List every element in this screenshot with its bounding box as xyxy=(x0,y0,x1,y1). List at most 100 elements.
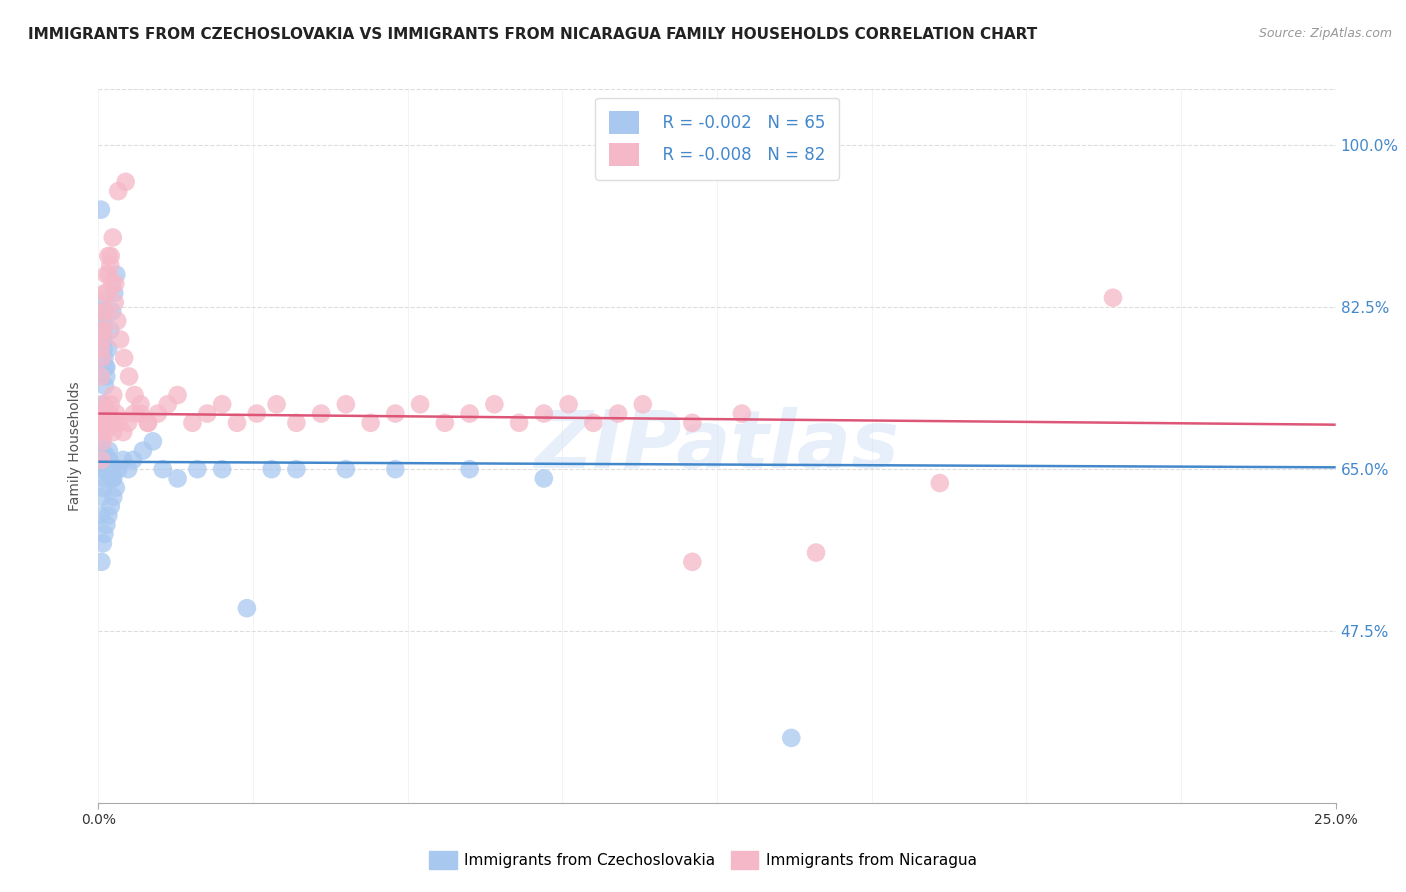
Point xyxy=(91,443,114,458)
Point xyxy=(129,407,152,421)
Point xyxy=(360,416,382,430)
Point xyxy=(93,458,115,472)
Point xyxy=(90,453,112,467)
Point xyxy=(433,416,456,430)
Point xyxy=(105,407,128,421)
Point xyxy=(533,407,555,421)
Point xyxy=(103,286,125,301)
Point xyxy=(103,425,125,439)
Point xyxy=(93,425,115,439)
Point xyxy=(94,448,117,462)
Point xyxy=(122,453,145,467)
Point xyxy=(90,462,112,476)
Point xyxy=(335,397,357,411)
Point xyxy=(780,731,803,745)
Point xyxy=(195,407,218,421)
Point xyxy=(96,453,118,467)
Point xyxy=(142,434,165,449)
Point xyxy=(103,388,125,402)
Point xyxy=(533,471,555,485)
Point xyxy=(384,407,406,421)
Point xyxy=(108,416,131,430)
Point xyxy=(97,420,120,434)
Point xyxy=(91,434,114,449)
Point xyxy=(91,314,114,328)
Point xyxy=(100,500,122,514)
Y-axis label: Family Households: Family Households xyxy=(69,381,83,511)
Point xyxy=(557,397,579,411)
Point xyxy=(98,323,121,337)
Point xyxy=(104,295,127,310)
Point xyxy=(91,416,114,430)
Point xyxy=(93,304,115,318)
Point xyxy=(94,286,117,301)
Point xyxy=(96,369,118,384)
Point xyxy=(96,360,118,375)
Point xyxy=(97,249,120,263)
Point xyxy=(98,258,121,272)
Point xyxy=(266,397,288,411)
Point xyxy=(93,342,115,356)
Point xyxy=(335,462,357,476)
Point xyxy=(136,416,159,430)
Point xyxy=(103,471,125,485)
Point xyxy=(93,351,115,365)
Point xyxy=(107,184,129,198)
Point xyxy=(100,397,122,411)
Point xyxy=(928,476,950,491)
Point xyxy=(112,425,135,439)
Point xyxy=(90,555,112,569)
Point xyxy=(409,397,432,411)
Point xyxy=(94,378,117,392)
Point xyxy=(246,407,269,421)
Point xyxy=(98,407,121,421)
Point xyxy=(166,471,188,485)
Point xyxy=(117,416,139,430)
Point xyxy=(97,268,120,282)
Text: Source: ZipAtlas.com: Source: ZipAtlas.com xyxy=(1258,27,1392,40)
Point xyxy=(90,490,112,504)
Point xyxy=(94,304,117,318)
Point xyxy=(93,471,115,485)
Point xyxy=(260,462,283,476)
Point xyxy=(100,411,122,425)
Point xyxy=(1102,291,1125,305)
Point xyxy=(607,407,630,421)
Point xyxy=(90,434,112,449)
Point xyxy=(112,351,135,365)
Point xyxy=(91,536,114,550)
Point xyxy=(101,471,124,485)
Point xyxy=(91,481,114,495)
Point xyxy=(132,443,155,458)
Point xyxy=(96,268,118,282)
Point xyxy=(484,397,506,411)
Point xyxy=(96,416,118,430)
Point xyxy=(146,407,169,421)
Point xyxy=(731,407,754,421)
Point xyxy=(129,397,152,411)
Point xyxy=(100,249,122,263)
Point xyxy=(93,397,115,411)
Point xyxy=(97,407,120,421)
Point xyxy=(90,304,112,318)
Point xyxy=(211,462,233,476)
Point xyxy=(285,462,308,476)
Legend: Immigrants from Czechoslovakia, Immigrants from Nicaragua: Immigrants from Czechoslovakia, Immigran… xyxy=(423,845,983,875)
Point xyxy=(90,351,112,365)
Point xyxy=(236,601,259,615)
Point xyxy=(91,397,114,411)
Point xyxy=(96,286,118,301)
Point xyxy=(631,397,654,411)
Point xyxy=(105,314,128,328)
Point xyxy=(97,467,120,481)
Point xyxy=(122,407,145,421)
Point xyxy=(103,490,125,504)
Point xyxy=(582,416,605,430)
Point xyxy=(94,462,117,476)
Point xyxy=(458,407,481,421)
Point xyxy=(108,333,131,347)
Point xyxy=(97,508,120,523)
Point xyxy=(96,517,118,532)
Point xyxy=(186,462,208,476)
Point xyxy=(101,277,124,291)
